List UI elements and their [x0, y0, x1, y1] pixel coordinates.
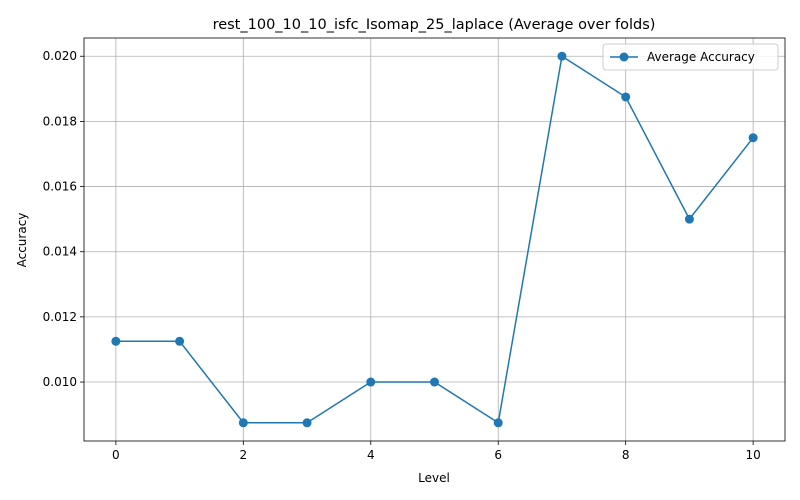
data-point [430, 377, 439, 387]
data-point [684, 214, 694, 224]
y-tick-label: 0.016 [43, 180, 77, 194]
data-point [366, 377, 376, 387]
x-tick-label: 2 [239, 448, 247, 462]
data-point [111, 336, 121, 346]
series-line [115, 55, 754, 424]
y-tick-label: 0.020 [43, 49, 77, 63]
data-point [493, 418, 503, 428]
y-axis-ticks: 0.010 0.012 0.014 0.016 0.018 0.020 [43, 49, 84, 389]
y-tick-label: 0.012 [43, 310, 77, 324]
grid-lines [84, 38, 785, 441]
data-point [238, 418, 248, 428]
data-point [175, 336, 185, 346]
y-axis-label: Accuracy [15, 213, 29, 268]
plot-frame [83, 37, 786, 442]
legend-box [602, 43, 779, 71]
legend-point-marker [619, 52, 629, 62]
series-layer [111, 51, 758, 428]
data-point [302, 418, 312, 428]
data-point [621, 92, 631, 102]
y-tick-label: 0.014 [43, 245, 77, 259]
x-tick-label: 8 [622, 448, 630, 462]
x-tick-label: 0 [112, 448, 120, 462]
legend: Average Accuracy [602, 43, 779, 71]
x-axis-label: Level [418, 471, 450, 485]
data-point [748, 133, 758, 143]
y-tick-label: 0.018 [43, 114, 77, 128]
data-point [557, 51, 567, 61]
y-tick-label: 0.010 [43, 375, 77, 389]
x-axis-ticks: 0 2 4 6 8 10 [112, 441, 761, 462]
legend-label: Average Accuracy [647, 50, 755, 64]
chart-title: rest_100_10_10_isfc_Isomap_25_laplace (A… [213, 17, 656, 33]
x-tick-label: 4 [367, 448, 375, 462]
x-tick-label: 10 [745, 448, 760, 462]
x-tick-label: 6 [494, 448, 502, 462]
